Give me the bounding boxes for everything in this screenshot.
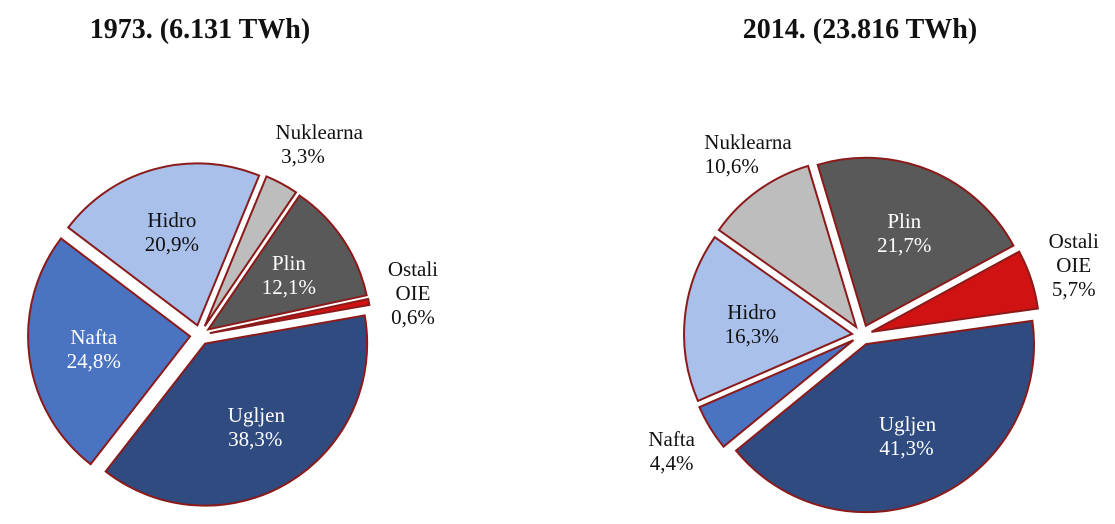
pie-slice (683, 235, 855, 403)
slice-value: 4,4% (649, 451, 694, 476)
slice-label: Ostali OIE 0,6% (368, 257, 458, 329)
pie-slice (206, 194, 368, 331)
slice-value: 20,9% (144, 231, 199, 256)
slice-label: Ugljen 41,3% (861, 412, 951, 460)
slice-label: Plin 12,1% (244, 251, 334, 299)
slice-name: Nafta (70, 324, 118, 349)
slice-name: Hidro (147, 207, 197, 232)
slice-label: Nafta 24,8% (49, 325, 139, 373)
slice-value: 24,8% (66, 348, 121, 373)
chart-title: 2014. (23.816 TWh) (742, 14, 978, 45)
pie-slice (816, 156, 1015, 328)
slice-name: Ugljen (227, 402, 285, 427)
pie-slice (104, 314, 369, 507)
slice-label: Nuklearna 3,3% (258, 120, 363, 168)
slice-name: Ostali OIE (1048, 229, 1099, 278)
slice-name: Hidro (727, 299, 777, 324)
slice-label: Ostali OIE 5,7% (1029, 229, 1115, 301)
pie-slice (871, 250, 1039, 333)
slice-label: Nuklearna 10,6% (687, 129, 792, 178)
chart-title: 1973. (6.131 TWh) (89, 14, 311, 45)
slice-value: 0,6% (391, 305, 435, 330)
slice-value: 41,3% (879, 436, 934, 461)
pie-slice (66, 162, 261, 327)
pie-slice (698, 339, 855, 449)
slice-name: Nuklearna (704, 129, 792, 154)
slice-name: Plin (887, 208, 922, 233)
pie-slice (203, 175, 298, 327)
slice-value: 10,6% (704, 153, 759, 178)
slice-label: Plin 21,7% (859, 209, 949, 257)
pie-slice (734, 319, 1036, 514)
pie-slice (27, 237, 192, 466)
pie-slice (717, 164, 858, 330)
slice-name: Nafta (648, 427, 695, 452)
slice-value: 3,3% (281, 144, 325, 168)
pie-slice (209, 297, 371, 335)
slice-value: 12,1% (261, 275, 317, 300)
slice-name: Ugljen (878, 412, 937, 437)
slice-name: Plin (271, 251, 306, 276)
slice-value: 16,3% (724, 323, 779, 348)
slice-value: 5,7% (1051, 277, 1096, 302)
slice-label: Hidro 20,9% (127, 208, 217, 256)
slice-label: Nafta 4,4% (627, 427, 717, 475)
slice-name: Nuklearna (275, 120, 363, 144)
slice-label: Hidro 16,3% (707, 300, 797, 348)
slice-name: Ostali OIE (387, 257, 439, 306)
slice-value: 38,3% (228, 426, 283, 451)
slice-label: Ugljen 38,3% (210, 403, 300, 451)
slice-value: 21,7% (877, 232, 932, 257)
